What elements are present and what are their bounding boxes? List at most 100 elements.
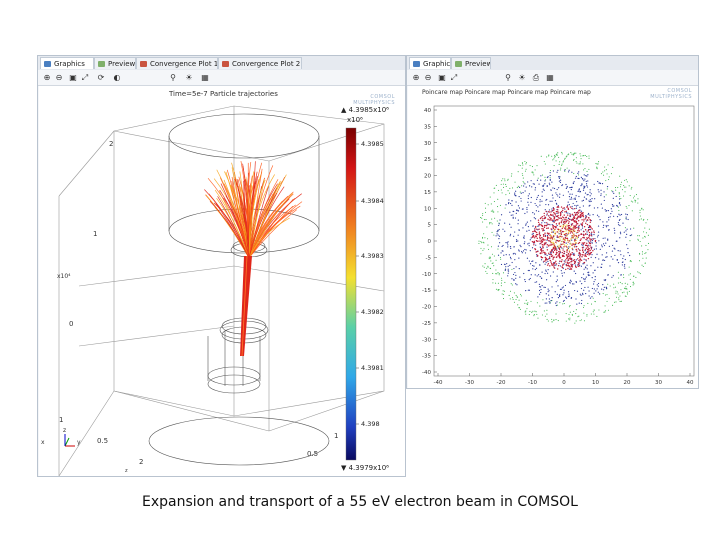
tab-graphics[interactable]: Graphics	[40, 57, 94, 69]
electron-beam-fan	[204, 160, 303, 259]
colorbar-min-label: ▼ 4.3979x10⁶	[341, 464, 389, 472]
svg-text:y: y	[77, 439, 81, 446]
y-axis: 40 35 30 25 20 15 10 5 0 -5 -10 -15 -20 -25 -30 -35 -40	[422, 108, 437, 376]
tab-preview-label: Preview	[108, 60, 136, 68]
scene-light-icon[interactable]: ☀	[185, 73, 193, 82]
axis-label: 0.5	[97, 437, 108, 445]
axis-label: x10⁴	[57, 273, 71, 280]
x-axis: -40 -30 -20 -10 0 10 20 30 40	[434, 373, 694, 386]
colorbar-scale-label: x10⁶	[347, 116, 363, 124]
x-tick-label: -20	[497, 380, 506, 386]
colorbar-tick-label: 4.398	[361, 420, 380, 428]
x-tick-label: 40	[687, 380, 694, 386]
colorbar-tick-label: 4.3982	[361, 308, 384, 316]
left-tab-bar: Graphics Preview Convergence Plot 1 Conv…	[38, 56, 405, 71]
slide-caption: Expansion and transport of a 55 eV elect…	[142, 494, 578, 510]
y-tick-label: 0	[428, 239, 432, 245]
trajectory-plot: Time=5e-7 Particle trajectories 2 1 x10⁴…	[41, 90, 389, 476]
tab-convergence-plot-2[interactable]: Convergence Plot 2	[218, 57, 302, 69]
tab-preview-label: Preview	[465, 60, 491, 68]
x-tick-label: 20	[624, 380, 631, 386]
graphics-window-2d: Graphics Preview ⊕ ⊖ ▣ ⤢ ⚲ ☀ ⎙ ▦ Poincar…	[406, 55, 699, 389]
plot-area	[433, 105, 695, 377]
y-tick-label: -15	[422, 288, 431, 294]
colorbar-tick-label: 4.3985	[361, 140, 384, 148]
select-icon[interactable]: ⚲	[170, 73, 176, 82]
coordinate-triad-icon: x y z	[41, 427, 81, 447]
convergence-plot-icon	[222, 61, 229, 67]
view-icon[interactable]: ⟳	[97, 73, 105, 82]
axis-label: 0.5	[307, 450, 318, 458]
print-icon[interactable]: ⎙	[532, 73, 540, 82]
select-icon[interactable]: ⚲	[505, 73, 511, 82]
poincare-points	[478, 151, 650, 324]
y-tick-label: -40	[422, 370, 431, 376]
comsol-logo: COMSOL MULTIPHYSICS	[650, 88, 692, 100]
y-tick-label: -35	[422, 354, 431, 360]
scene-light-icon[interactable]: ☀	[518, 73, 526, 82]
x-tick-label: 10	[592, 380, 599, 386]
axis-unit-label: z	[125, 468, 128, 474]
tab-graphics-label: Graphics	[54, 60, 85, 68]
y-tick-label: 10	[424, 206, 431, 212]
x-tick-label: 30	[655, 380, 662, 386]
right-toolbar: ⊕ ⊖ ▣ ⤢ ⚲ ☀ ⎙ ▦	[407, 70, 698, 86]
graphics-viewport-3d[interactable]: Time=5e-7 Particle trajectories 2 1 x10⁴…	[39, 86, 405, 476]
transparency-icon[interactable]: ◐	[113, 73, 121, 82]
convergence-plot-icon	[140, 61, 147, 67]
zoom-in-icon[interactable]: ⊕	[412, 73, 420, 82]
x-tick-label: -10	[528, 380, 537, 386]
tab-convergence-plot-1[interactable]: Convergence Plot 1	[136, 57, 218, 69]
geometry-cylinders	[148, 113, 330, 466]
left-toolbar: ⊕ ⊖ ▣ ⤢ ⟳ ◐ ⚲ ☀ ▦	[38, 70, 405, 86]
y-tick-label: -5	[426, 255, 432, 261]
y-tick-label: 25	[424, 157, 431, 163]
poincare-map-plot: Poincare map Poincare map Poincare map P…	[422, 89, 695, 386]
zoom-extents-icon[interactable]: ⤢	[450, 73, 458, 82]
y-tick-label: 40	[424, 108, 431, 114]
snapshot-icon[interactable]: ▦	[546, 73, 554, 82]
axis-label: 2	[139, 458, 143, 466]
colorbar	[345, 127, 357, 461]
tab-preview[interactable]: Preview	[94, 57, 136, 69]
axis-label: 0	[69, 320, 73, 328]
tab-convergence-plot-1-label: Convergence Plot 1	[150, 60, 218, 68]
zoom-out-icon[interactable]: ⊖	[55, 73, 63, 82]
axis-label: 2	[109, 140, 113, 148]
colorbar-tick-label: 4.3984	[361, 197, 384, 205]
x-tick-label: -30	[465, 380, 474, 386]
right-tab-bar: Graphics Preview	[407, 56, 698, 71]
colorbar-tick-label: 4.3981	[361, 364, 384, 372]
graphics-viewport-2d[interactable]: Poincare map Poincare map Poincare map P…	[408, 86, 698, 388]
y-tick-label: 20	[424, 174, 431, 180]
y-tick-label: -25	[422, 321, 431, 327]
axis-label: 1	[334, 432, 338, 440]
y-tick-label: 5	[428, 223, 432, 229]
graphics-window-3d: Graphics Preview Convergence Plot 1 Conv…	[37, 55, 406, 477]
y-tick-label: 15	[424, 190, 431, 196]
bounding-box	[58, 105, 385, 476]
axis-label: 1	[93, 230, 97, 238]
tab-graphics[interactable]: Graphics	[409, 57, 451, 69]
y-tick-label: -30	[422, 337, 431, 343]
snapshot-icon[interactable]: ▦	[201, 73, 209, 82]
svg-text:x: x	[41, 439, 45, 446]
zoom-box-icon[interactable]: ▣	[438, 73, 446, 82]
x-tick-label: 0	[562, 380, 566, 386]
zoom-box-icon[interactable]: ▣	[69, 73, 77, 82]
tab-preview[interactable]: Preview	[451, 57, 491, 69]
graphics-icon	[413, 61, 420, 67]
y-tick-label: 35	[424, 124, 431, 130]
x-tick-label: -40	[434, 380, 443, 386]
axis-label: 1	[59, 416, 63, 424]
zoom-in-icon[interactable]: ⊕	[43, 73, 51, 82]
zoom-extents-icon[interactable]: ⤢	[81, 73, 89, 82]
plot-title: Poincare map Poincare map Poincare map P…	[422, 89, 591, 96]
graphics-icon	[44, 61, 51, 67]
zoom-out-icon[interactable]: ⊖	[424, 73, 432, 82]
preview-icon	[455, 61, 462, 67]
y-tick-label: 30	[424, 141, 431, 147]
colorbar-tick-label: 4.3983	[361, 252, 384, 260]
y-tick-label: -20	[422, 305, 431, 311]
comsol-logo: COMSOL MULTIPHYSICS	[353, 94, 395, 106]
